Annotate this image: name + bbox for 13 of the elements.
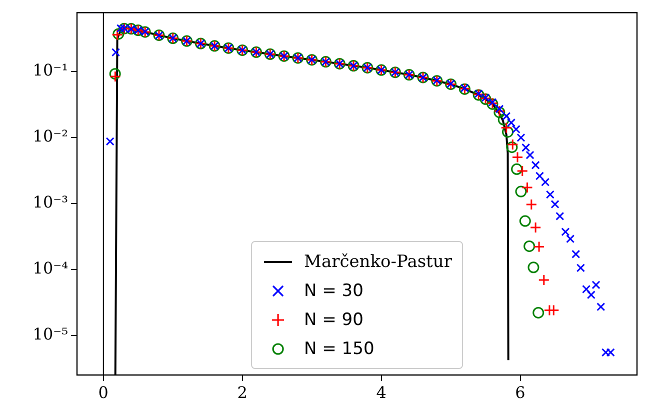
y-tick-label: 10⁻¹: [32, 60, 68, 80]
y-tick-label: 10⁻⁴: [32, 258, 68, 278]
legend-label: N = 150: [304, 338, 374, 358]
y-tick-label: 10⁻⁵: [32, 324, 68, 344]
x-tick-label: 4: [376, 382, 386, 402]
legend-label: N = 30: [304, 280, 364, 300]
x-tick-label: 0: [98, 382, 108, 402]
x-tick-label: 2: [237, 382, 248, 402]
x-tick-label: 6: [515, 382, 526, 402]
legend-label: Marčenko-Pastur: [304, 252, 452, 272]
legend-label: N = 90: [304, 310, 364, 330]
y-tick-label: 10⁻³: [32, 192, 68, 212]
y-tick-label: 10⁻²: [32, 126, 68, 146]
